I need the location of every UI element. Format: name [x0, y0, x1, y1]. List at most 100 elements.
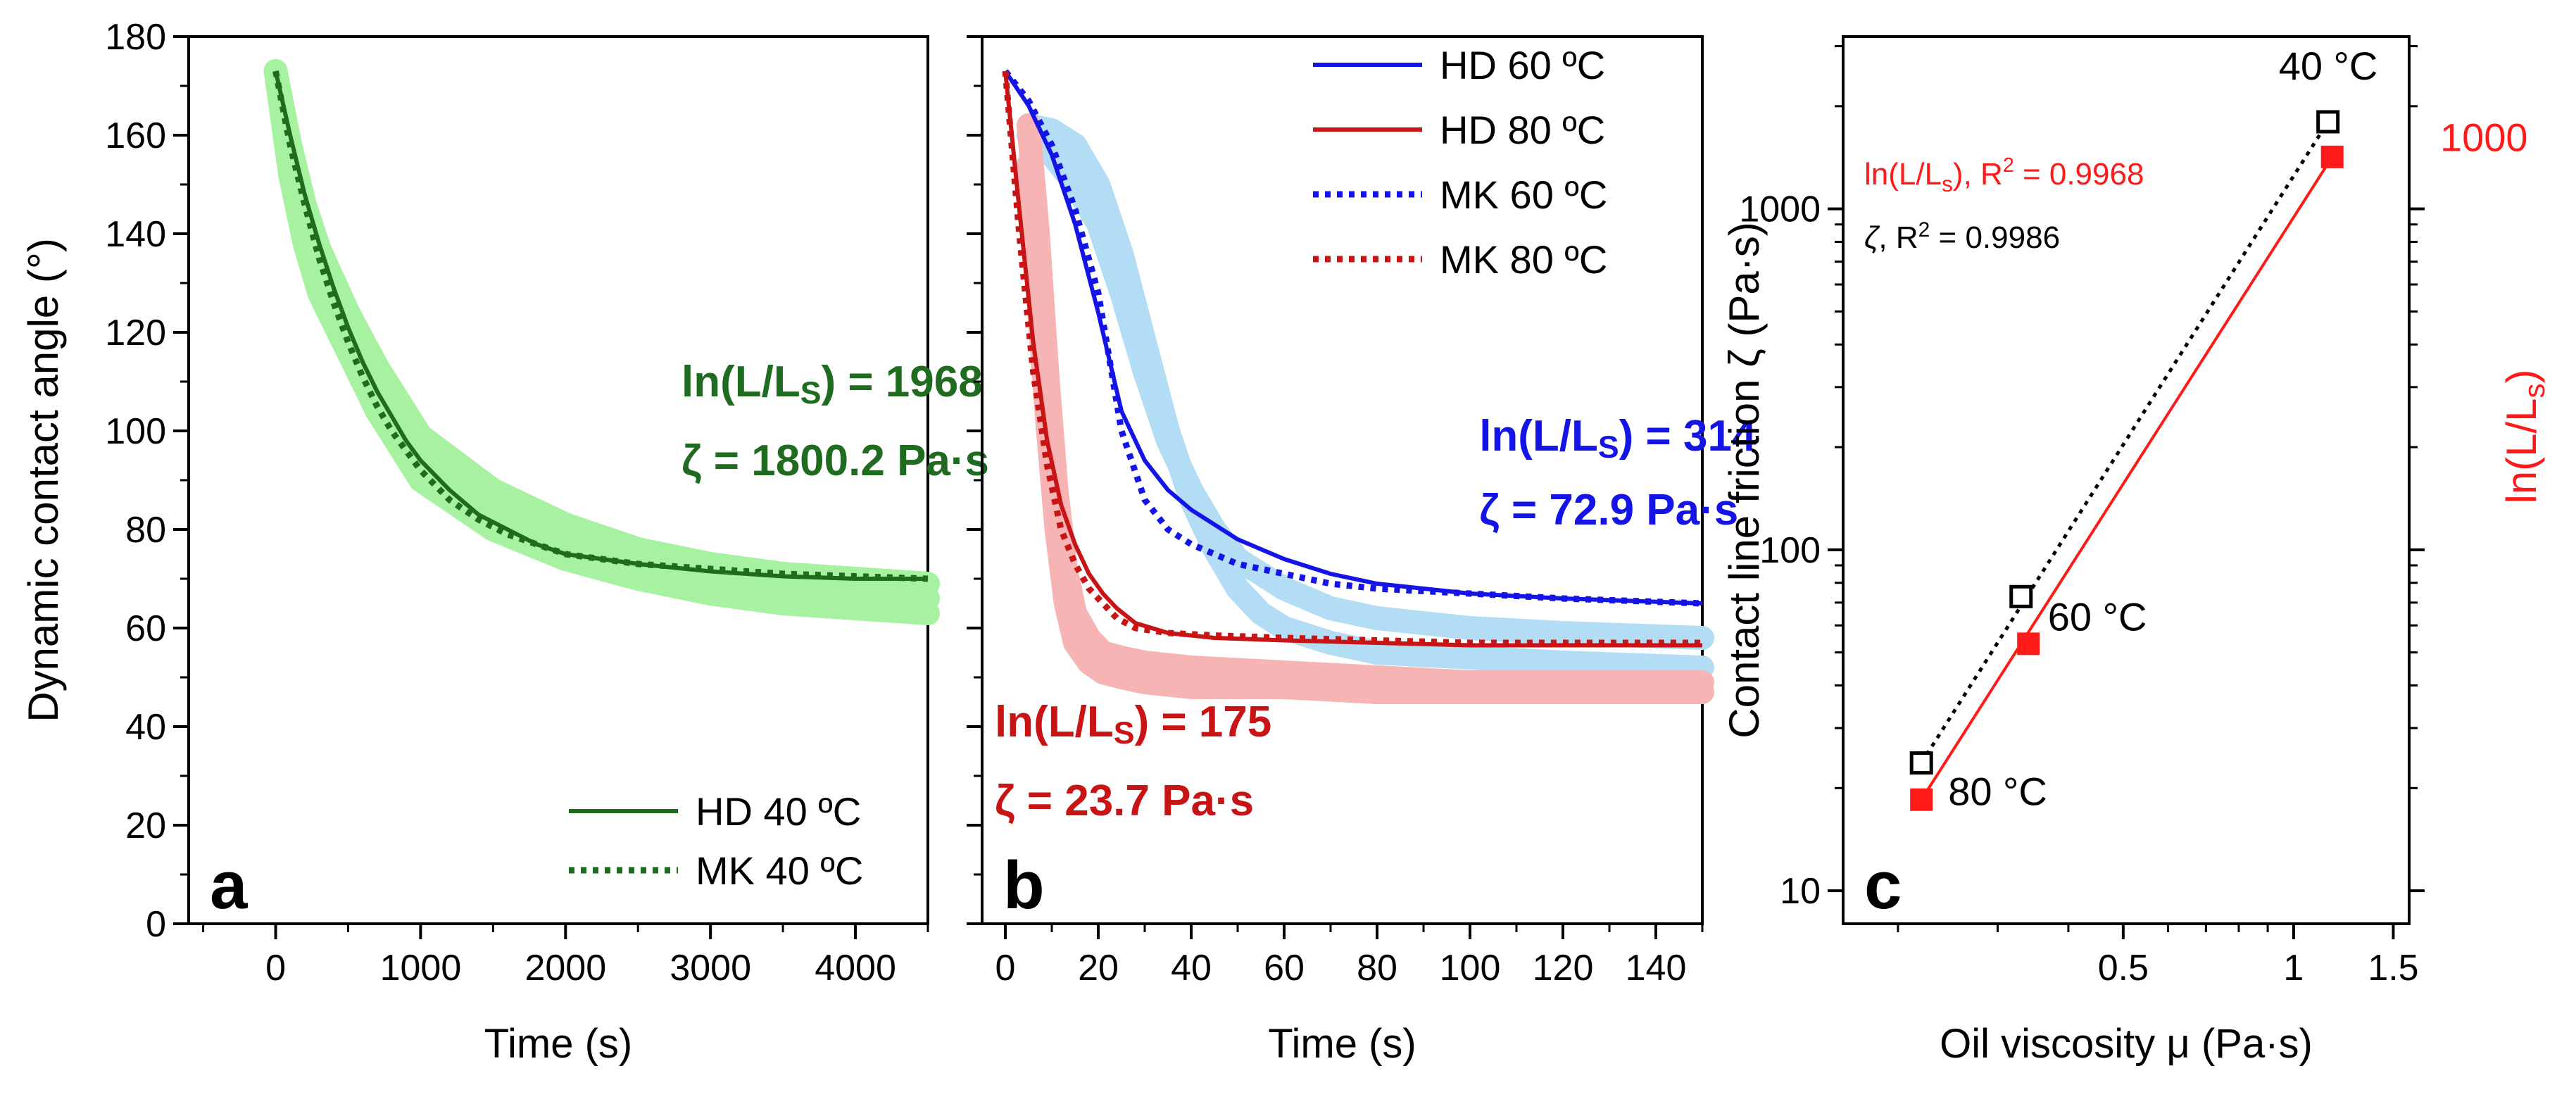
x-axis-label-c: Oil viscosity μ (Pa·s) — [1940, 1021, 2313, 1067]
annotation-a: ln(L/LS) = 1968 — [681, 358, 983, 410]
y2-tick-label-c: 1000 — [2440, 115, 2528, 160]
fit-line-c — [1920, 120, 2330, 764]
series-line-b — [1003, 70, 1702, 648]
panel-a: 0 1000 2000 3000 4000 0 20 40 60 80 100 120 140 160 18… — [20, 17, 989, 1067]
x-tick-label-b: 100 — [1440, 948, 1501, 989]
y-tick-label-a: 160 — [105, 115, 166, 156]
fit-label-lnL-sup: 2 — [2003, 154, 2014, 177]
x-tick-label-b: 140 — [1626, 948, 1687, 989]
x-tick-label-a: 2000 — [524, 948, 606, 989]
x-tick-label-b: 60 — [1264, 948, 1305, 989]
fit-zeta-r: , R — [1878, 220, 1918, 255]
series-line-b — [1003, 69, 1703, 607]
data-point-lnL — [2320, 145, 2344, 168]
experimental-band-b — [1017, 113, 1714, 694]
fit-zeta-symbol: ζ — [1864, 220, 1880, 255]
point-label-c: 60 °C — [2048, 594, 2147, 639]
x-tick-label-c: 1 — [2283, 948, 2304, 989]
annotation-a: ζ = 1800.2 Pa·s — [681, 437, 989, 485]
point-label-c: 80 °C — [1948, 770, 2047, 814]
annotation-a-rest: = 1968 — [836, 358, 983, 406]
x-tick-label-a: 1000 — [380, 948, 462, 989]
annotation-b-rest: = 175 — [1149, 698, 1271, 746]
x-axis-label-a: Time (s) — [484, 1021, 632, 1067]
annotation-b-close: ) — [1134, 698, 1149, 746]
y-tick-label-a: 180 — [105, 17, 166, 58]
y-tick-label-a: 120 — [105, 313, 166, 353]
y-tick-label-c: 100 — [1759, 530, 1821, 571]
data-point-zeta — [2316, 110, 2340, 134]
y-tick-label-c: 1000 — [1739, 189, 1821, 230]
fit-label-lnL-ln: ln(L/L — [1864, 157, 1942, 192]
panel-label-a: a — [210, 848, 248, 923]
annotation-b-ln: ln(L/L — [1479, 412, 1598, 460]
y-tick-label-a: 0 — [146, 904, 166, 945]
y-tick-label-a: 60 — [125, 608, 166, 649]
data-point-zeta — [2009, 584, 2033, 608]
fit-label-lnL-close: ) — [1953, 157, 1964, 192]
annotation-a-close: ) — [821, 358, 836, 406]
series-line-a — [272, 70, 929, 582]
legend-label-b: MK 60 ºC — [1440, 172, 1607, 217]
fit-label-lnL: ln(L/Ls), R2 = 0.9968 — [1864, 154, 2144, 196]
legend-label-a: MK 40 ºC — [696, 848, 863, 893]
legend-label-a: HD 40 ºC — [696, 789, 861, 834]
x-tick-label-a: 0 — [265, 948, 286, 989]
y2-axis-label-c: ln(L/Ls) — [2498, 369, 2551, 503]
y-axis-label-a: Dynamic contact angle (°) — [20, 238, 67, 722]
x-tick-label-a: 3000 — [670, 948, 751, 989]
data-point-zeta — [1909, 751, 1933, 775]
annotation-b: ζ = 72.9 Pa·s — [1479, 486, 1738, 534]
experimental-band-b — [1017, 113, 1714, 679]
y-tick-label-a: 100 — [105, 411, 166, 452]
panel-label-b: b — [1003, 848, 1045, 923]
series-line-b — [1002, 70, 1702, 646]
y-tick-label-a: 40 — [125, 707, 166, 748]
annotation-b-rest: = 314 — [1633, 412, 1757, 460]
fit-label-lnL-rest: = 0.9968 — [2014, 157, 2144, 192]
y-tick-label-a: 20 — [125, 805, 166, 846]
y-axis-label-c: Contact line friction ζ (Pa·s) — [1721, 222, 1768, 738]
annotation-a-ln: ln(L/L — [681, 358, 800, 406]
y2-label-close: ) — [2498, 369, 2545, 383]
annotation-b-ln: ln(L/L — [995, 698, 1114, 746]
annotation-a-sub: S — [800, 376, 822, 410]
annotation-b-sub: S — [1598, 430, 1619, 465]
fit-zeta-sup: 2 — [1918, 218, 1930, 242]
point-label-c: 40 °C — [2279, 44, 2378, 88]
x-tick-label-b: 80 — [1357, 948, 1397, 989]
data-point-lnL — [1910, 788, 1933, 811]
fit-label-lnL-r: , R — [1964, 157, 2003, 192]
y2-label-sub: s — [2518, 383, 2551, 398]
fit-label-lnL-sub: s — [1942, 171, 1953, 196]
data-point-lnL — [2017, 632, 2040, 656]
x-tick-label-b: 120 — [1533, 948, 1594, 989]
y2-label-main: ln(L/L — [2498, 398, 2545, 503]
y-tick-label-c: 10 — [1780, 871, 1821, 912]
fit-zeta-rest: = 0.9986 — [1930, 220, 2060, 255]
legend-label-b: HD 60 ºC — [1440, 43, 1605, 87]
x-tick-label-c: 0.5 — [2098, 948, 2149, 989]
x-tick-label-a: 4000 — [815, 948, 896, 989]
x-tick-label-b: 0 — [995, 948, 1016, 989]
x-axis-label-b: Time (s) — [1268, 1021, 1416, 1067]
experimental-band-b — [1017, 123, 1714, 650]
y-tick-label-a: 140 — [105, 214, 166, 255]
annotation-b: ln(L/LS) = 314 — [1479, 412, 1757, 465]
annotation-b: ln(L/LS) = 175 — [995, 698, 1271, 751]
annotation-b-sub: S — [1114, 716, 1135, 751]
annotation-b-close: ) — [1619, 412, 1634, 460]
x-tick-label-b: 40 — [1171, 948, 1212, 989]
legend-label-b: HD 80 ºC — [1440, 108, 1605, 152]
annotation-b: ζ = 23.7 Pa·s — [995, 777, 1254, 825]
fit-label-zeta: ζ, R2 = 0.9986 — [1864, 218, 2060, 255]
series-line-a — [273, 70, 928, 581]
x-tick-label-c: 1.5 — [2368, 948, 2418, 989]
plot-frame-c — [1842, 35, 2411, 925]
legend-label-b: MK 80 ºC — [1440, 237, 1607, 282]
panel-label-c: c — [1864, 848, 1902, 923]
fit-line-c — [1920, 156, 2334, 801]
y-tick-label-a: 80 — [125, 510, 166, 551]
